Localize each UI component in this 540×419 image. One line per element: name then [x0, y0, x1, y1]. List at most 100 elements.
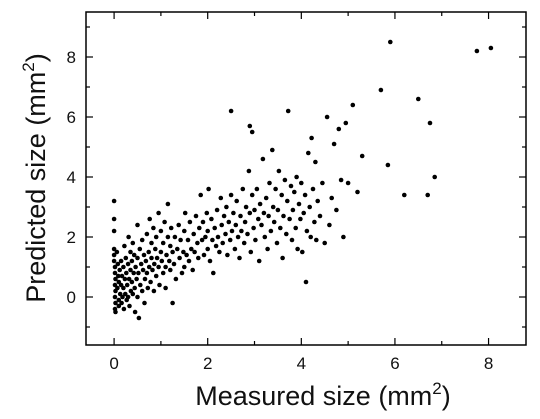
data-point	[124, 270, 129, 276]
data-point	[210, 237, 215, 243]
data-point	[289, 237, 295, 243]
data-point	[152, 261, 157, 267]
data-point	[307, 204, 313, 210]
data-point	[158, 249, 164, 255]
data-point	[135, 255, 140, 261]
data-point	[341, 234, 346, 240]
data-point	[355, 189, 360, 195]
data-point	[336, 126, 342, 132]
data-point	[144, 270, 150, 276]
x-tick-label: 0	[109, 354, 118, 373]
data-point	[271, 219, 277, 225]
data-point	[267, 180, 272, 186]
data-point	[215, 234, 221, 240]
data-point	[229, 228, 235, 234]
data-point	[117, 267, 122, 273]
data-point	[181, 249, 186, 255]
data-point	[122, 276, 128, 282]
data-point	[275, 207, 281, 213]
data-point	[217, 249, 222, 255]
data-point	[231, 210, 236, 216]
data-point	[310, 186, 316, 192]
data-point	[304, 228, 310, 234]
data-point	[266, 213, 271, 219]
data-point	[170, 300, 175, 306]
data-point	[234, 198, 239, 204]
data-point	[131, 270, 136, 276]
data-point	[279, 192, 285, 198]
data-point	[112, 294, 118, 300]
data-point	[315, 198, 321, 204]
data-point	[132, 309, 138, 315]
data-point	[153, 246, 158, 252]
data-point	[190, 267, 195, 273]
data-point	[213, 243, 219, 249]
data-point	[226, 219, 232, 225]
data-point	[309, 135, 314, 141]
data-point	[273, 186, 278, 192]
data-point	[178, 237, 183, 243]
data-point	[195, 240, 200, 246]
x-tick-label: 2	[203, 354, 212, 373]
data-point	[132, 285, 137, 291]
data-point	[280, 255, 285, 261]
data-point	[220, 240, 225, 246]
data-point	[141, 252, 147, 258]
data-point	[474, 48, 480, 54]
data-point	[327, 222, 332, 228]
data-point	[239, 228, 244, 234]
data-point	[134, 276, 139, 282]
data-point	[359, 153, 365, 159]
data-point	[138, 282, 143, 288]
data-point	[197, 225, 202, 231]
data-point	[235, 234, 241, 240]
data-point	[218, 195, 224, 201]
data-point	[432, 174, 438, 180]
data-point	[163, 285, 168, 291]
data-point	[123, 255, 129, 261]
data-point	[292, 189, 297, 195]
data-point	[270, 204, 276, 210]
data-point	[148, 279, 153, 285]
data-point	[299, 180, 304, 186]
data-point	[163, 264, 168, 270]
data-point	[153, 273, 159, 279]
data-point	[114, 249, 120, 255]
data-point	[176, 222, 181, 228]
data-point	[232, 246, 238, 252]
data-point	[129, 258, 135, 264]
y-tick-label: 2	[67, 228, 76, 247]
data-point	[228, 192, 234, 198]
data-point	[168, 225, 174, 231]
data-point	[112, 270, 118, 276]
data-point	[243, 204, 249, 210]
data-point	[296, 201, 302, 207]
data-point	[268, 228, 274, 234]
data-point	[256, 258, 262, 264]
data-point	[298, 216, 303, 222]
data-point	[119, 273, 125, 279]
data-point	[170, 249, 175, 255]
data-point	[242, 219, 248, 225]
data-point	[225, 252, 230, 258]
data-point	[116, 273, 121, 279]
data-point	[192, 249, 197, 255]
data-point	[317, 213, 323, 219]
data-point	[139, 288, 145, 294]
data-point	[338, 177, 344, 183]
data-point	[187, 219, 193, 225]
data-point	[285, 108, 291, 114]
data-point	[175, 246, 180, 252]
data-point	[350, 102, 356, 108]
data-point	[227, 237, 233, 243]
data-point	[290, 207, 296, 213]
data-point	[223, 231, 228, 237]
data-point	[259, 222, 264, 228]
data-point	[168, 267, 173, 273]
data-point	[113, 300, 118, 306]
data-point	[284, 231, 289, 237]
data-point	[314, 237, 319, 243]
data-point	[182, 228, 187, 234]
data-point	[257, 201, 263, 207]
data-point	[260, 156, 266, 162]
